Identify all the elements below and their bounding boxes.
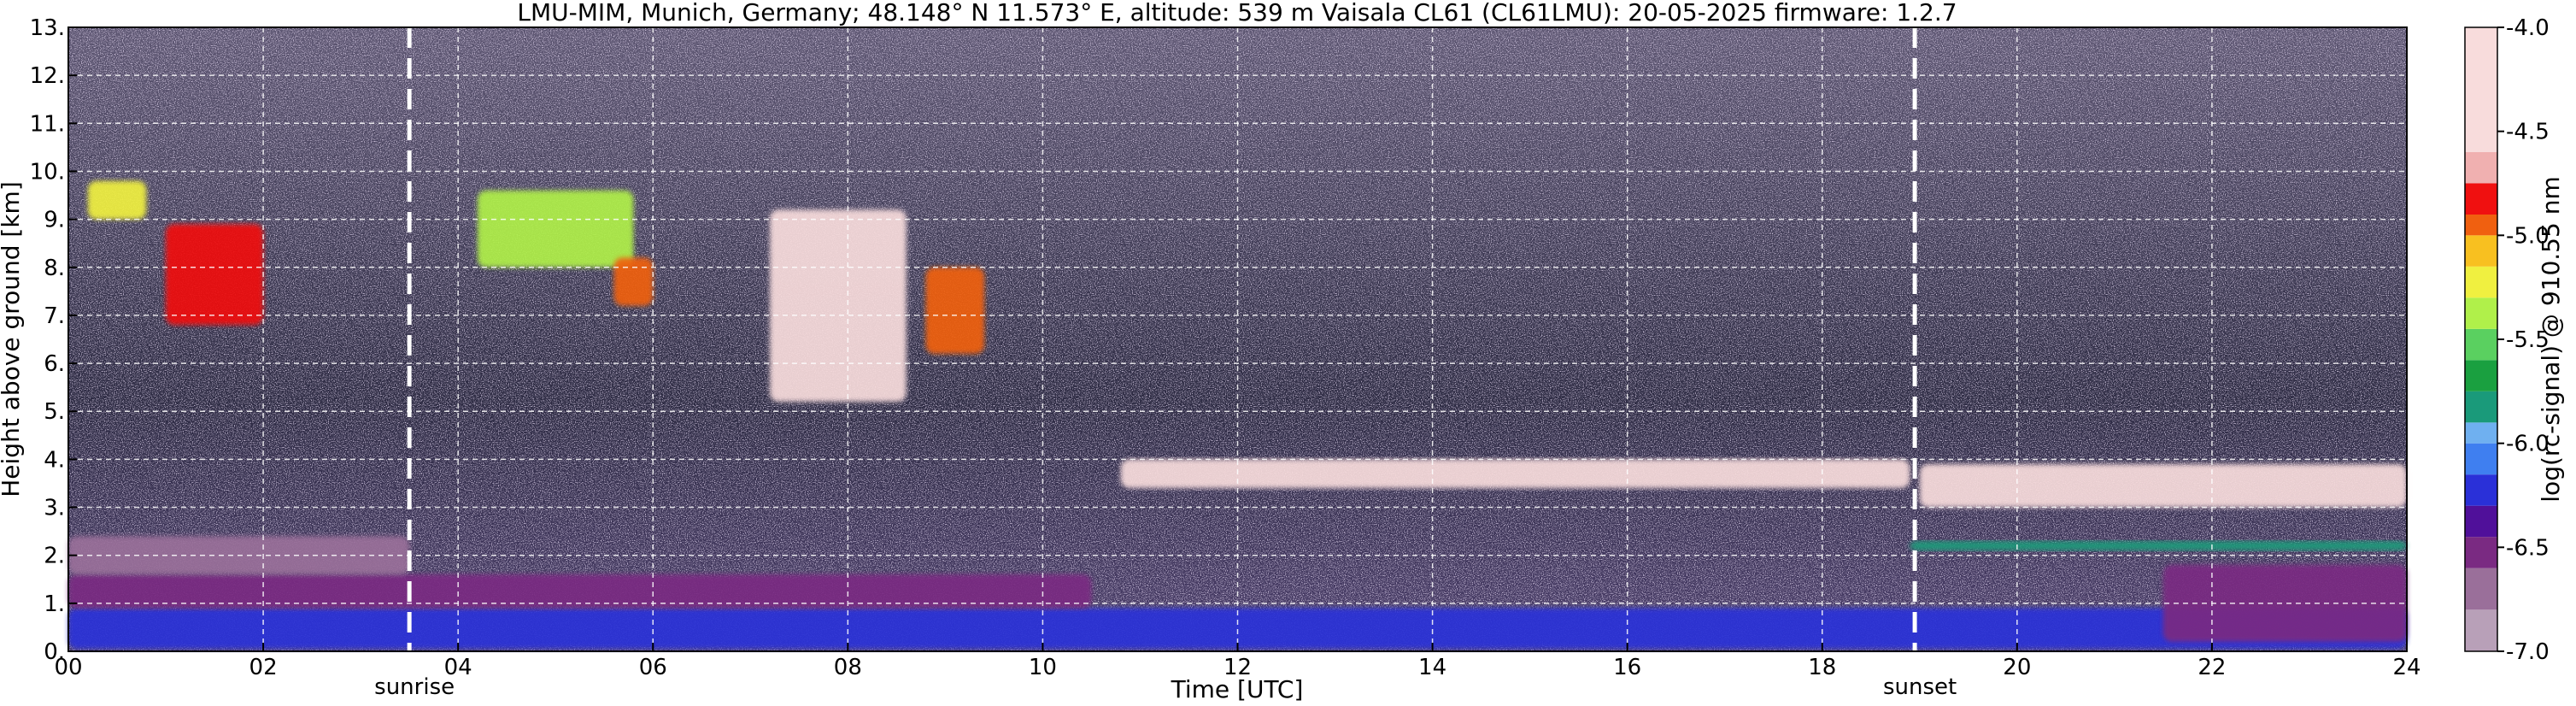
colorbar-segment bbox=[2465, 235, 2497, 267]
y-tick-label: 7. bbox=[44, 303, 65, 329]
feature-region bbox=[770, 209, 907, 402]
colorbar-segment bbox=[2465, 152, 2497, 184]
x-tick-label: 16 bbox=[1613, 655, 1641, 680]
colorbar-tick-label: -6.0 bbox=[2506, 432, 2550, 457]
colorbar-tick-label: -5.0 bbox=[2506, 223, 2550, 249]
x-tick-label: 00 bbox=[54, 655, 82, 680]
y-tick-label: 6. bbox=[44, 351, 65, 377]
y-tick-label: 3. bbox=[44, 496, 65, 521]
x-tick-label: 20 bbox=[2003, 655, 2031, 680]
colorbar-ticks: -4.0 -4.5 -5.0 -5.5 -6.0 -6.5 -7.0 bbox=[2497, 15, 2550, 665]
feature-region bbox=[925, 267, 984, 354]
x-tick-label: 14 bbox=[1418, 655, 1446, 680]
colorbar-segment bbox=[2465, 391, 2497, 423]
colorbar-segment bbox=[2465, 443, 2497, 475]
chart-title: LMU-MIM, Munich, Germany; 48.148° N 11.5… bbox=[517, 0, 1957, 26]
feature-region bbox=[613, 257, 654, 306]
y-tick-label: 12. bbox=[30, 63, 65, 89]
colorbar-tick-label: -4.0 bbox=[2506, 15, 2550, 41]
x-tick-label: 02 bbox=[249, 655, 278, 680]
sunset-label: sunset bbox=[1883, 674, 1957, 700]
feature-region bbox=[1910, 540, 2407, 551]
colorbar-segment bbox=[2465, 360, 2497, 391]
colorbar bbox=[2464, 26, 2498, 652]
colorbar-label: log(rc-signal) @ 910.55 nm bbox=[2537, 176, 2565, 502]
colorbar-tick-label: -6.5 bbox=[2506, 535, 2550, 561]
feature-region bbox=[68, 574, 1092, 609]
colorbar-segment bbox=[2465, 609, 2497, 651]
sun-events bbox=[407, 27, 1917, 651]
grid bbox=[68, 27, 2407, 651]
x-tick-label: 18 bbox=[1808, 655, 1836, 680]
feature-region bbox=[1120, 459, 1910, 489]
colorbar-segment bbox=[2465, 505, 2497, 538]
x-tick-label: 06 bbox=[639, 655, 667, 680]
x-axis-label: Time [UTC] bbox=[1171, 675, 1304, 703]
y-tick-label: 4. bbox=[44, 447, 65, 473]
feature-region bbox=[166, 224, 264, 326]
x-ticks: sunrise sunset 00 02 04 06 08 10 12 14 16 18 20 22 24 bbox=[54, 643, 2421, 700]
x-tick-label: 10 bbox=[1029, 655, 1057, 680]
colorbar-segment bbox=[2465, 537, 2497, 568]
x-tick-label: 24 bbox=[2392, 655, 2421, 680]
colorbar-tick-label: -5.5 bbox=[2506, 327, 2550, 353]
colorbar-segment bbox=[2465, 568, 2497, 610]
x-tick-label: 04 bbox=[444, 655, 472, 680]
feature-region bbox=[2162, 564, 2407, 642]
y-tick-label: 2. bbox=[44, 544, 65, 569]
y-axis-label: Height above ground [km] bbox=[0, 181, 25, 497]
x-tick-label: 08 bbox=[834, 655, 862, 680]
colorbar-segment bbox=[2465, 422, 2497, 444]
plot-area bbox=[67, 26, 2408, 652]
y-tick-label: 9. bbox=[44, 208, 65, 233]
feature-region bbox=[1919, 464, 2407, 508]
y-tick-label: 0. bbox=[44, 639, 65, 665]
y-tick-label: 8. bbox=[44, 256, 65, 281]
colorbar-segment bbox=[2465, 328, 2497, 361]
colorbar-segment bbox=[2465, 266, 2497, 298]
feature-region bbox=[477, 190, 634, 268]
y-ticks: 0. 1. 2. 3. 4. 5. 6. 7. 8. 9. 10. 11. 12. 13. bbox=[30, 15, 77, 665]
x-tick-label: 22 bbox=[2198, 655, 2226, 680]
colorbar-segment bbox=[2465, 215, 2497, 236]
colorbar-segment bbox=[2465, 297, 2497, 329]
y-tick-label: 1. bbox=[44, 591, 65, 617]
colorbar-segment bbox=[2465, 474, 2497, 506]
y-tick-label: 13. bbox=[30, 15, 65, 41]
colorbar-segment bbox=[2465, 27, 2497, 152]
y-tick-label: 11. bbox=[30, 111, 65, 137]
colorbar-segment bbox=[2465, 183, 2497, 215]
colorbar-tick-label: -7.0 bbox=[2506, 639, 2550, 665]
backscatter-features bbox=[68, 180, 2407, 650]
y-tick-label: 5. bbox=[44, 399, 65, 425]
x-tick-label: 12 bbox=[1223, 655, 1252, 680]
y-tick-label: 10. bbox=[30, 159, 65, 185]
sunrise-label: sunrise bbox=[374, 674, 455, 700]
colorbar-tick-label: -4.5 bbox=[2506, 120, 2550, 145]
feature-region bbox=[87, 180, 147, 220]
